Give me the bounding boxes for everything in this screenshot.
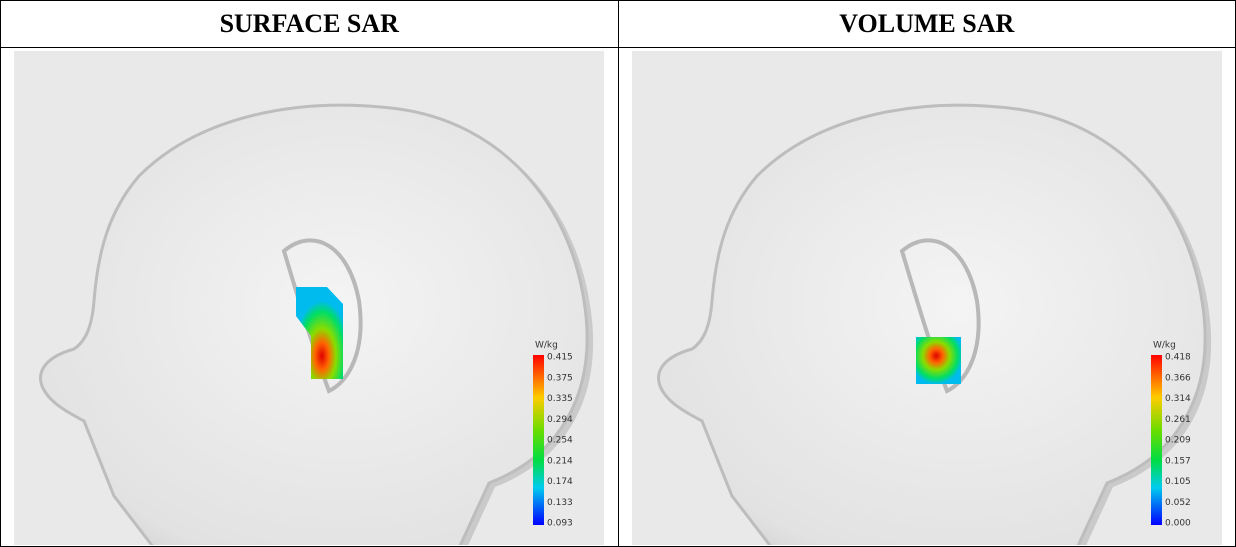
colorbar — [1150, 355, 1162, 525]
sar-overlay — [296, 287, 344, 379]
colorbar — [533, 355, 545, 525]
ear — [899, 238, 981, 394]
scale-label: 0.052 — [1165, 498, 1191, 508]
scale-label: 0.157 — [1165, 456, 1191, 466]
scale-label: 0.000 — [1165, 519, 1191, 529]
head — [656, 103, 1207, 545]
scale-label: 0.418 — [1165, 353, 1191, 363]
sar-image: W/kg 0.415 0.375 0.335 0.294 0.254 0.214 0.174 0… — [14, 51, 605, 545]
scale-label: 0.093 — [547, 519, 573, 529]
image-cell: W/kg 0.415 0.375 0.335 0.294 0.254 0.214 0.174 0… — [0, 47, 619, 547]
scale-label: 0.314 — [1165, 394, 1191, 404]
scale-label: 0.174 — [547, 477, 573, 487]
scale-label: 0.366 — [1165, 373, 1191, 383]
header-cell: SURFACE SAR — [0, 0, 619, 48]
scale-label: 0.261 — [1165, 415, 1191, 425]
image-row: W/kg 0.415 0.375 0.335 0.294 0.254 0.214 0.174 0… — [0, 47, 1236, 547]
scale-label: 0.209 — [1165, 436, 1191, 446]
unit-label: W/kg — [535, 341, 558, 351]
scale-label: 0.294 — [547, 415, 573, 425]
scale-label: 0.105 — [1165, 477, 1191, 487]
scale-label: 0.335 — [547, 394, 573, 404]
scale-label: 0.415 — [547, 353, 573, 363]
unit-label: W/kg — [1153, 341, 1176, 351]
scale-label: 0.133 — [547, 498, 573, 508]
scale-label: 0.254 — [547, 436, 573, 446]
sar-image: W/kg 0.418 0.366 0.314 0.261 0.209 0.157 0.105 0… — [631, 51, 1222, 545]
scale-label: 0.375 — [547, 373, 573, 383]
image-cell: W/kg 0.418 0.366 0.314 0.261 0.209 0.157 0.105 0… — [617, 47, 1236, 547]
header-row: SURFACE SAR VOLUME SAR — [0, 0, 1236, 48]
header-cell: VOLUME SAR — [617, 0, 1236, 48]
scale-label: 0.214 — [547, 456, 573, 466]
sar-overlay — [915, 337, 961, 384]
